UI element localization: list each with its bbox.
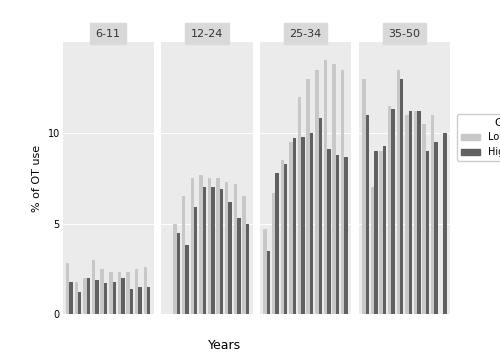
Y-axis label: % of OT use: % of OT use [32,145,42,212]
Bar [332,64,336,314]
Bar [341,70,344,314]
Bar [276,173,279,314]
Bar [225,182,228,314]
Bar [414,111,417,314]
Bar [104,283,108,314]
Bar [96,280,98,314]
Bar [176,233,180,314]
Bar [336,155,339,314]
Bar [211,187,214,314]
Bar [121,278,124,314]
Bar [74,282,78,314]
Bar [366,115,369,314]
Bar [92,260,96,314]
Bar [83,278,86,314]
Bar [310,133,314,314]
Bar [280,160,284,314]
Bar [194,207,198,314]
Bar [289,142,292,314]
Bar [405,115,408,314]
Bar [292,138,296,314]
Bar [426,151,430,314]
Bar [272,193,276,314]
Bar [267,251,270,314]
Bar [302,137,304,314]
Bar [220,189,224,314]
Bar [147,287,150,314]
Bar [109,273,112,314]
Bar [234,184,237,314]
Bar [130,289,133,314]
Bar [443,133,446,314]
Bar [318,119,322,314]
Bar [400,79,404,314]
Bar [144,267,147,314]
Bar [370,187,374,314]
Bar [182,196,186,314]
Bar [344,156,348,314]
Title: 25-34: 25-34 [290,29,322,39]
Bar [408,111,412,314]
Bar [242,196,246,314]
Bar [396,70,400,314]
Bar [78,292,82,314]
Bar [208,178,211,314]
Bar [434,142,438,314]
Bar [374,151,378,314]
Bar [417,111,420,314]
Bar [315,70,318,314]
Bar [135,269,138,314]
Bar [174,223,176,314]
Bar [66,263,70,314]
Title: 6-11: 6-11 [96,29,120,39]
Bar [118,273,121,314]
Bar [392,109,395,314]
Bar [126,273,130,314]
Bar [216,178,220,314]
Bar [362,79,366,314]
Bar [382,146,386,314]
Title: 35-50: 35-50 [388,29,420,39]
Bar [327,149,330,314]
Bar [380,151,382,314]
Bar [228,202,232,314]
Bar [388,106,392,314]
Bar [86,278,90,314]
Title: 12-24: 12-24 [190,29,223,39]
Bar [431,115,434,314]
Bar [100,269,104,314]
Bar [246,223,249,314]
Bar [70,282,73,314]
Text: Years: Years [208,340,242,352]
Bar [190,178,194,314]
Bar [186,245,189,314]
Bar [202,187,206,314]
Bar [138,287,142,314]
Bar [284,164,288,314]
Bar [112,282,116,314]
Bar [422,124,426,314]
Bar [237,218,240,314]
Bar [264,229,267,314]
Bar [298,97,302,314]
Bar [199,175,202,314]
Bar [306,79,310,314]
Bar [324,60,327,314]
Legend: Low income, High income: Low income, High income [456,114,500,161]
